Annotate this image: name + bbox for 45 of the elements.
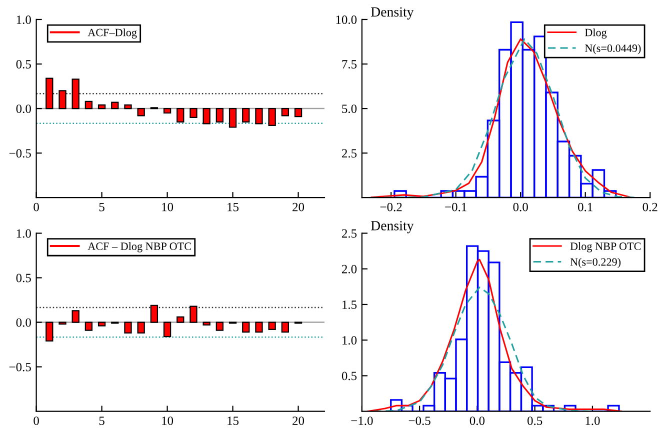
y-tick-label: 2.0 [342, 264, 357, 274]
x-tick-label: 5 [99, 416, 104, 426]
x-tick-label: 15 [228, 202, 239, 212]
x-tick-label: 10 [162, 416, 174, 426]
y-tick-label: −0.5 [9, 362, 31, 372]
y-tick-label: 0.0 [16, 104, 31, 114]
legend-label: N(s=0.229) [570, 258, 621, 268]
x-tick-label: 0.2 [642, 202, 658, 212]
y-axis-title: Density [370, 7, 414, 20]
y-tick-label: 7.5 [342, 60, 357, 69]
y-tick-label: 0.5 [16, 274, 31, 282]
y-tick-label: 2.5 [342, 229, 357, 238]
x-tick-label: −1.0 [351, 416, 373, 426]
legend-label: Dlog NBP OTC [570, 242, 641, 252]
y-tick-label: 1.0 [16, 229, 31, 238]
x-tick-label: 5 [99, 202, 104, 212]
y-tick-label: 5.0 [342, 104, 357, 114]
y-tick-label: 2.5 [342, 149, 357, 158]
x-tick-label: 20 [292, 202, 304, 212]
y-tick-label: 0.5 [342, 372, 357, 380]
x-tick-label: 0.1 [578, 202, 592, 212]
y-tick-label: −0.5 [9, 149, 31, 158]
y-tick-label: 0.5 [16, 60, 31, 69]
x-tick-label: −0.5 [408, 416, 430, 426]
x-tick-label: 0.0 [513, 202, 528, 212]
legend-label: ACF – Dlog NBP OTC [88, 242, 191, 252]
y-tick-label: 1.0 [342, 336, 357, 345]
x-tick-label: 0.5 [527, 416, 542, 426]
x-tick-label: 1.0 [586, 416, 600, 426]
x-tick-label: 0 [34, 202, 39, 212]
y-axis-title: Density [370, 221, 414, 234]
x-tick-label: 0 [34, 416, 39, 426]
x-tick-label: 20 [292, 416, 304, 426]
y-tick-label: 0.0 [16, 318, 31, 327]
y-tick-label: 10.0 [336, 16, 357, 24]
x-tick-label: −0.2 [380, 202, 402, 212]
y-tick-label: 1.0 [16, 16, 31, 24]
legend-label: ACF–Dlog [88, 28, 137, 39]
x-tick-label: 0.0 [470, 416, 485, 426]
x-tick-label: −0.1 [445, 202, 466, 212]
legend-label: N(s=0.0449) [584, 44, 641, 54]
y-tick-label: 1.5 [342, 300, 357, 309]
x-tick-label: 10 [162, 202, 174, 212]
x-tick-label: 15 [228, 416, 239, 426]
legend-label: Dlog [584, 28, 607, 39]
